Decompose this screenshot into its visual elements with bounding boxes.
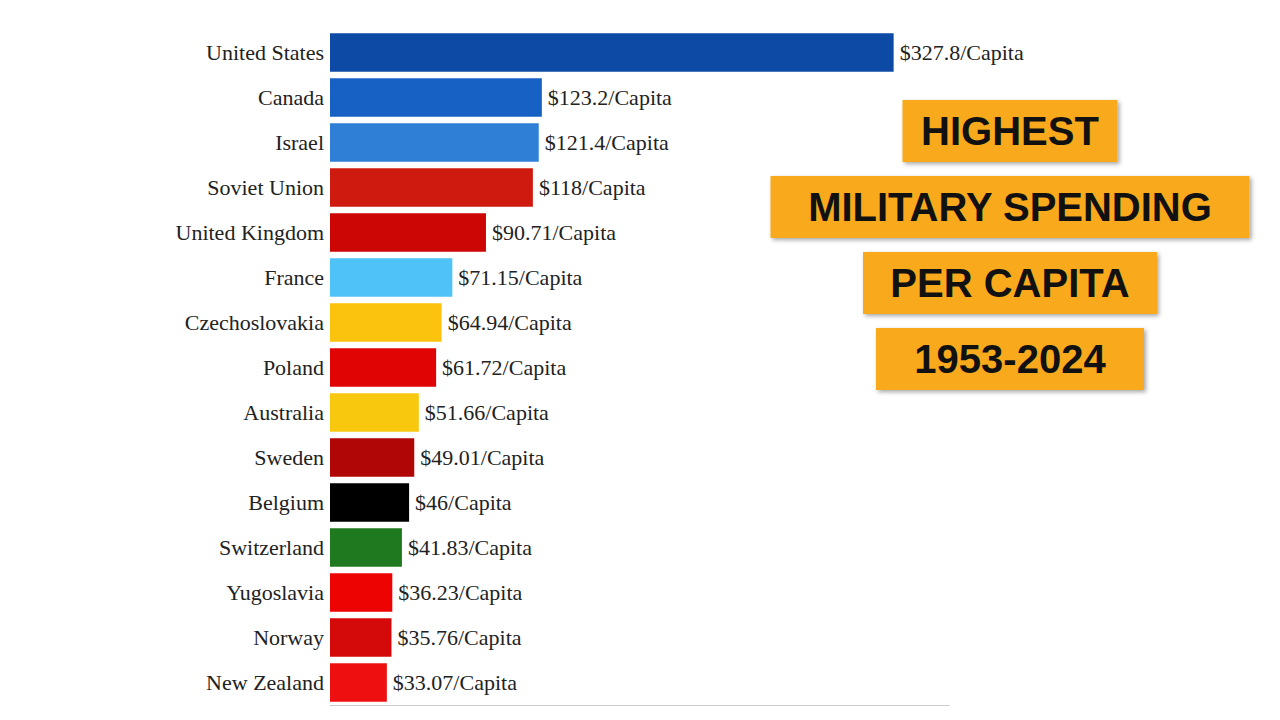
svg-text:Belgium: Belgium <box>248 490 324 515</box>
svg-text:$35.76/Capita: $35.76/Capita <box>397 625 521 650</box>
svg-text:$41.83/Capita: $41.83/Capita <box>408 535 532 560</box>
svg-text:MILITARY SPENDING: MILITARY SPENDING <box>808 185 1212 229</box>
svg-text:$327.8/Capita: $327.8/Capita <box>900 40 1024 65</box>
svg-text:$90.71/Capita: $90.71/Capita <box>492 220 616 245</box>
svg-text:$123.2/Capita: $123.2/Capita <box>548 85 672 110</box>
svg-text:$121.4/Capita: $121.4/Capita <box>545 130 669 155</box>
svg-text:PER CAPITA: PER CAPITA <box>890 261 1129 305</box>
svg-text:$51.66/Capita: $51.66/Capita <box>425 400 549 425</box>
svg-text:$33.07/Capita: $33.07/Capita <box>393 670 517 695</box>
svg-text:Australia: Australia <box>243 400 324 425</box>
svg-text:Israel: Israel <box>275 130 324 155</box>
svg-text:United States: United States <box>206 40 324 65</box>
svg-text:Switzerland: Switzerland <box>219 535 324 560</box>
svg-text:$71.15/Capita: $71.15/Capita <box>458 265 582 290</box>
svg-text:$49.01/Capita: $49.01/Capita <box>420 445 544 470</box>
svg-text:HIGHEST: HIGHEST <box>921 109 1099 153</box>
svg-text:Canada: Canada <box>258 85 324 110</box>
svg-text:$61.72/Capita: $61.72/Capita <box>442 355 566 380</box>
svg-text:Soviet Union: Soviet Union <box>207 175 324 200</box>
svg-text:France: France <box>264 265 324 290</box>
svg-text:$46/Capita: $46/Capita <box>415 490 512 515</box>
svg-text:United Kingdom: United Kingdom <box>176 220 325 245</box>
svg-text:$64.94/Capita: $64.94/Capita <box>448 310 572 335</box>
svg-text:Poland: Poland <box>263 355 324 380</box>
svg-text:$118/Capita: $118/Capita <box>539 175 646 200</box>
svg-text:1953-2024: 1953-2024 <box>914 337 1106 381</box>
svg-text:New Zealand: New Zealand <box>206 670 324 695</box>
svg-text:Sweden: Sweden <box>254 445 324 470</box>
svg-text:Yugoslavia: Yugoslavia <box>226 580 324 605</box>
svg-text:Czechoslovakia: Czechoslovakia <box>185 310 325 335</box>
svg-text:Norway: Norway <box>253 625 324 650</box>
svg-text:$36.23/Capita: $36.23/Capita <box>398 580 522 605</box>
